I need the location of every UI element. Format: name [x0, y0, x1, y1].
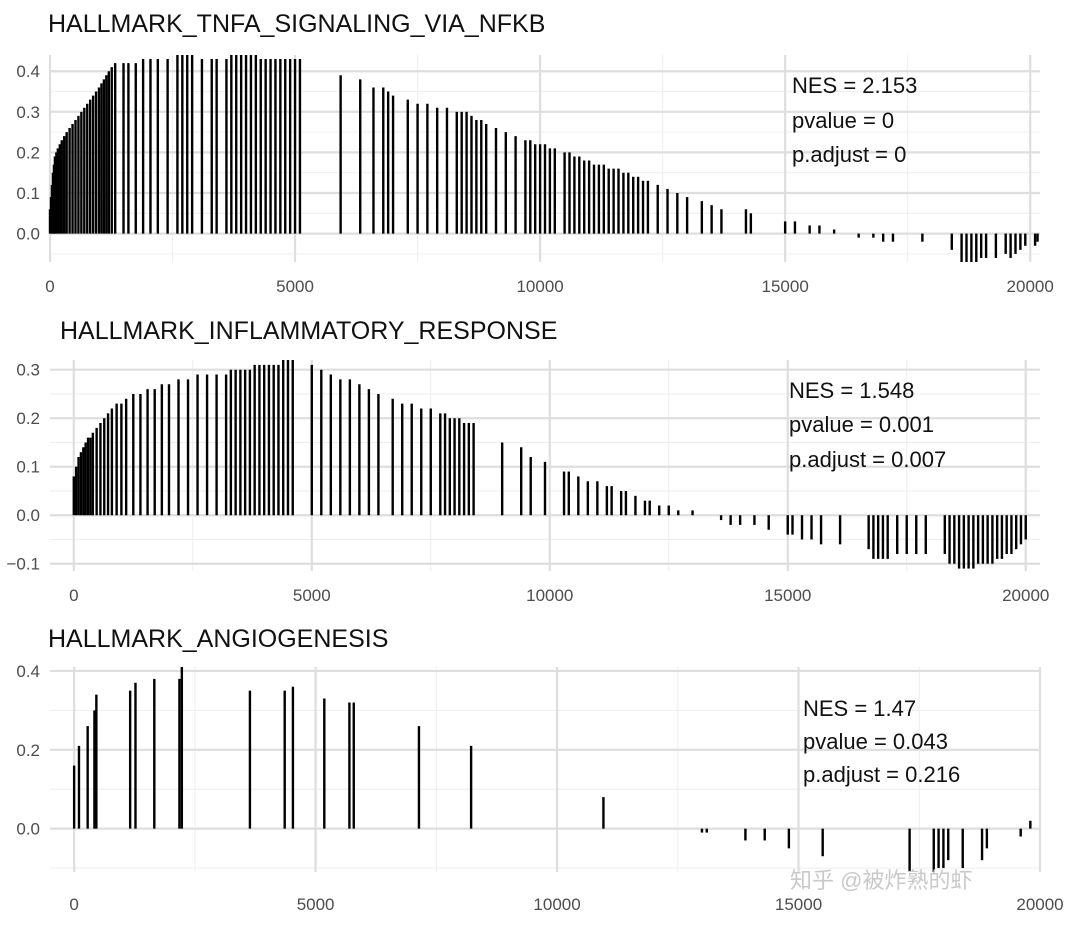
x-tick-label: 0: [69, 586, 78, 605]
x-tick-label: 20000: [1007, 277, 1054, 296]
y-tick-label: 0.2: [16, 143, 40, 162]
y-tick-label: −0.1: [6, 555, 40, 574]
x-tick-label: 0: [45, 277, 54, 296]
padjust-label: p.adjust = 0.216: [803, 762, 960, 787]
pvalue-label: pvalue = 0.001: [789, 412, 934, 437]
x-tick-label: 5000: [293, 586, 331, 605]
x-tick-label: 10000: [516, 277, 563, 296]
x-tick-label: 20000: [1002, 586, 1049, 605]
y-tick-label: 0.2: [16, 741, 40, 760]
x-tick-label: 5000: [276, 277, 314, 296]
panel-tnfa-signaling: 0.0 0.1 0.2 0.3 0.4 0 5000 10000 15000 20000 HAL…: [16, 10, 1053, 296]
y-tick-label: 0.2: [16, 409, 40, 428]
x-tick-label: 15000: [775, 895, 822, 914]
watermark: 知乎 @被炸熟的虾: [790, 868, 972, 893]
x-tick-label: 5000: [297, 895, 335, 914]
panel-title: HALLMARK_INFLAMMATORY_RESPONSE: [60, 317, 557, 345]
x-tick-label: 20000: [1016, 895, 1063, 914]
nes-label: NES = 1.548: [789, 378, 914, 403]
panel-title: HALLMARK_ANGIOGENESIS: [48, 625, 388, 653]
padjust-label: p.adjust = 0: [792, 142, 906, 167]
y-tick-label: 0.3: [16, 103, 40, 122]
pvalue-label: pvalue = 0.043: [803, 729, 948, 754]
panel-title: HALLMARK_TNFA_SIGNALING_VIA_NFKB: [48, 10, 545, 38]
panel-angiogenesis: 0.0 0.2 0.4 0 5000 10000 15000 20000 HALLMARK_…: [16, 625, 1063, 914]
y-tick-label: 0.4: [16, 62, 40, 81]
y-tick-label: 0.1: [16, 458, 40, 477]
pvalue-label: pvalue = 0: [792, 108, 894, 133]
panel-inflammatory-response: −0.1 0.0 0.1 0.2 0.3 0 5000 10000 15000 20000 HA…: [6, 317, 1049, 605]
nes-label: NES = 1.47: [803, 696, 916, 721]
x-tick-label: 10000: [526, 586, 573, 605]
x-tick-label: 15000: [762, 277, 809, 296]
y-tick-label: 0.4: [16, 662, 40, 681]
y-tick-label: 0.1: [16, 184, 40, 203]
x-tick-label: 15000: [764, 586, 811, 605]
y-tick-label: 0.0: [16, 506, 40, 525]
y-tick-label: 0.0: [16, 225, 40, 244]
nes-label: NES = 2.153: [792, 73, 917, 98]
padjust-label: p.adjust = 0.007: [789, 447, 946, 472]
y-tick-label: 0.0: [16, 820, 40, 839]
x-tick-label: 0: [69, 895, 78, 914]
x-tick-label: 10000: [533, 895, 580, 914]
y-tick-label: 0.3: [16, 361, 40, 380]
